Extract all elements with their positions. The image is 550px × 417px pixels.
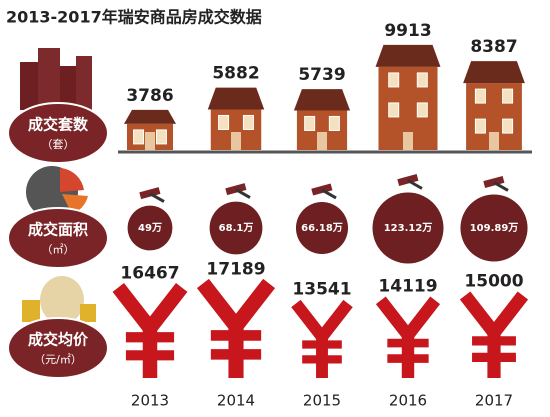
- house-window: [304, 115, 316, 131]
- gavel-head: [139, 187, 161, 200]
- pie-icon: [26, 166, 88, 218]
- value-label: 13541: [292, 280, 351, 300]
- house-window: [388, 72, 400, 88]
- row-label: 成交套数: [28, 116, 89, 134]
- house-roof: [293, 89, 351, 111]
- yen-arms: [375, 296, 441, 346]
- yen-arms: [459, 291, 529, 344]
- house: [375, 44, 441, 150]
- area-circle: [295, 201, 349, 255]
- house: [207, 87, 265, 150]
- building-icon: [20, 48, 92, 110]
- house: [293, 89, 351, 150]
- gavel-handle: [235, 188, 251, 199]
- house-roof: [375, 44, 441, 67]
- chart-title: 2013-2017年瑞安商品房成交数据: [6, 8, 262, 27]
- yen-symbol: [375, 296, 441, 378]
- value-label: 3786: [126, 86, 173, 106]
- value-label: 8387: [470, 37, 517, 57]
- area-circle: [127, 205, 173, 251]
- x-tick-label: 2014: [217, 392, 255, 410]
- yen-arms: [291, 299, 353, 347]
- yen-arms: [196, 278, 276, 339]
- value-label: 16467: [120, 263, 179, 283]
- house-door: [489, 132, 499, 150]
- value-label: 66.18万: [301, 222, 343, 234]
- x-tick-label: 2013: [131, 392, 169, 410]
- area-circle: [460, 194, 528, 262]
- value-label: 17189: [206, 259, 265, 279]
- yen-symbol: [112, 282, 188, 378]
- gavel-handle: [493, 181, 509, 192]
- gavel-head: [397, 174, 419, 186]
- house-window: [474, 88, 486, 104]
- house-door: [231, 132, 241, 150]
- gavel-head: [225, 183, 247, 196]
- row-unit: （套）: [42, 138, 75, 151]
- value-label: 5882: [212, 64, 259, 84]
- row-badge: [7, 102, 109, 164]
- row-unit: （元/㎡）: [34, 353, 82, 366]
- row-badge: [7, 317, 109, 379]
- value-label: 15000: [464, 272, 523, 292]
- house-roof: [207, 87, 265, 110]
- x-tick-label: 2017: [475, 392, 513, 410]
- yen-symbol: [459, 291, 529, 378]
- yen-arms: [112, 282, 188, 340]
- row-badge: [7, 207, 109, 269]
- house-window: [416, 102, 428, 118]
- x-tick-label: 2015: [303, 392, 341, 410]
- yen-symbol: [196, 278, 276, 378]
- house-window: [155, 129, 167, 145]
- row-label: 成交均价: [28, 331, 89, 349]
- house-window: [502, 88, 514, 104]
- area-circle: [372, 192, 444, 264]
- area-circle: [209, 201, 263, 255]
- gavel-head: [311, 183, 333, 196]
- yen-symbol: [291, 299, 353, 378]
- house: [123, 109, 177, 150]
- house-door: [145, 132, 155, 150]
- house-roof: [463, 61, 525, 84]
- house-window: [474, 118, 486, 134]
- house-roof: [123, 109, 177, 124]
- value-label: 49万: [138, 222, 162, 234]
- money-icon: [22, 276, 96, 324]
- house-window: [242, 114, 254, 130]
- value-label: 14119: [378, 276, 437, 296]
- value-label: 5739: [298, 65, 345, 85]
- house-window: [218, 114, 230, 130]
- house-window: [416, 72, 428, 88]
- house-door: [317, 132, 327, 150]
- value-label: 109.89万: [470, 222, 519, 234]
- house-door: [403, 132, 413, 150]
- row-label: 成交面积: [28, 221, 88, 239]
- house-window: [388, 102, 400, 118]
- gavel-handle: [407, 179, 423, 190]
- house-window: [133, 129, 145, 145]
- value-label: 68.1万: [219, 222, 254, 234]
- x-tick-label: 2016: [389, 392, 427, 410]
- value-label: 123.12万: [384, 222, 433, 234]
- row-unit: （㎡）: [42, 243, 75, 256]
- house-window: [328, 115, 340, 131]
- gavel-handle: [321, 188, 337, 200]
- gavel-handle: [149, 192, 165, 203]
- house: [463, 61, 525, 150]
- gavel-head: [483, 176, 505, 188]
- house-window: [502, 118, 514, 134]
- value-label: 9913: [384, 21, 431, 41]
